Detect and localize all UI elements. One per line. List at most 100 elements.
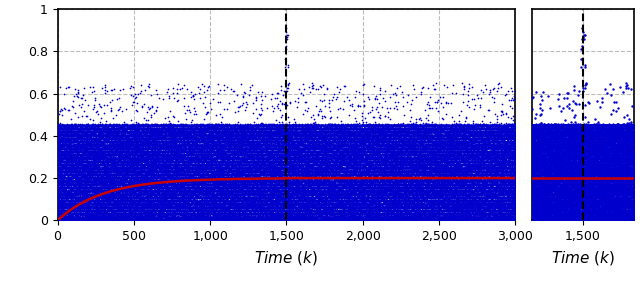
Point [433, 133, 443, 138]
Point [557, 146, 567, 151]
Point [585, 215, 595, 220]
Point [312, 145, 323, 150]
Point [93, 211, 104, 216]
Point [447, 199, 458, 204]
Point [87, 122, 97, 127]
Point [477, 156, 487, 161]
Point [484, 176, 494, 181]
Point [607, 129, 618, 134]
Point [328, 171, 338, 176]
Point [222, 164, 232, 169]
Point [159, 181, 169, 186]
Point [444, 126, 454, 131]
Point [58, 180, 68, 185]
Point [116, 202, 126, 207]
Point [238, 201, 248, 206]
Point [253, 188, 264, 193]
Point [394, 152, 404, 157]
Point [114, 218, 124, 223]
Point [77, 215, 88, 220]
Point [497, 160, 508, 165]
Point [137, 199, 147, 203]
Point [574, 133, 584, 138]
Point [339, 140, 349, 144]
Point [529, 145, 540, 150]
Point [555, 191, 565, 196]
Point [243, 196, 253, 200]
Point [88, 198, 98, 203]
Point [162, 179, 172, 184]
Point [99, 168, 109, 173]
Point [558, 144, 568, 149]
Point [394, 165, 404, 170]
Point [98, 162, 108, 167]
Point [313, 192, 323, 197]
Point [374, 156, 384, 161]
Point [231, 217, 241, 222]
Point [303, 145, 314, 150]
Point [191, 195, 202, 200]
Point [429, 188, 440, 193]
Point [253, 140, 264, 145]
Point [468, 173, 479, 177]
Point [605, 215, 615, 220]
Point [349, 141, 360, 146]
Point [169, 182, 179, 187]
Point [228, 178, 239, 183]
Point [483, 169, 493, 174]
Point [349, 146, 359, 151]
Point [163, 189, 173, 194]
Point [115, 162, 125, 167]
Point [264, 126, 275, 131]
Point [437, 156, 447, 161]
Point [424, 137, 435, 142]
Point [479, 156, 490, 161]
Point [196, 152, 207, 157]
Point [460, 213, 470, 218]
Point [594, 163, 604, 168]
Point [604, 159, 614, 163]
Point [313, 208, 323, 213]
Point [383, 175, 393, 180]
Point [248, 192, 258, 197]
Point [444, 169, 454, 174]
Point [232, 215, 243, 220]
Point [183, 215, 193, 220]
Point [133, 123, 143, 128]
Point [598, 125, 609, 130]
Point [184, 192, 194, 196]
Point [504, 133, 514, 138]
Point [541, 133, 551, 138]
Point [163, 175, 173, 180]
Point [220, 192, 230, 196]
Point [131, 165, 141, 170]
Point [273, 179, 283, 184]
Point [385, 132, 395, 137]
Point [579, 205, 589, 210]
Point [395, 143, 405, 148]
Point [188, 140, 198, 145]
Point [421, 179, 431, 184]
Point [311, 139, 321, 144]
Point [138, 171, 148, 176]
Point [282, 196, 292, 201]
Point [602, 169, 612, 174]
Point [301, 165, 311, 170]
Point [563, 159, 573, 163]
Point [603, 170, 613, 175]
Point [506, 174, 516, 178]
Point [463, 178, 474, 183]
Point [577, 215, 587, 220]
Point [318, 129, 328, 134]
Point [330, 192, 340, 196]
Point [404, 137, 415, 142]
Point [367, 127, 377, 132]
Point [371, 159, 381, 163]
Point [310, 182, 320, 187]
Point [346, 137, 356, 142]
Point [224, 205, 234, 210]
Point [479, 202, 490, 207]
Point [600, 175, 611, 180]
Point [56, 155, 66, 160]
Point [369, 211, 379, 216]
